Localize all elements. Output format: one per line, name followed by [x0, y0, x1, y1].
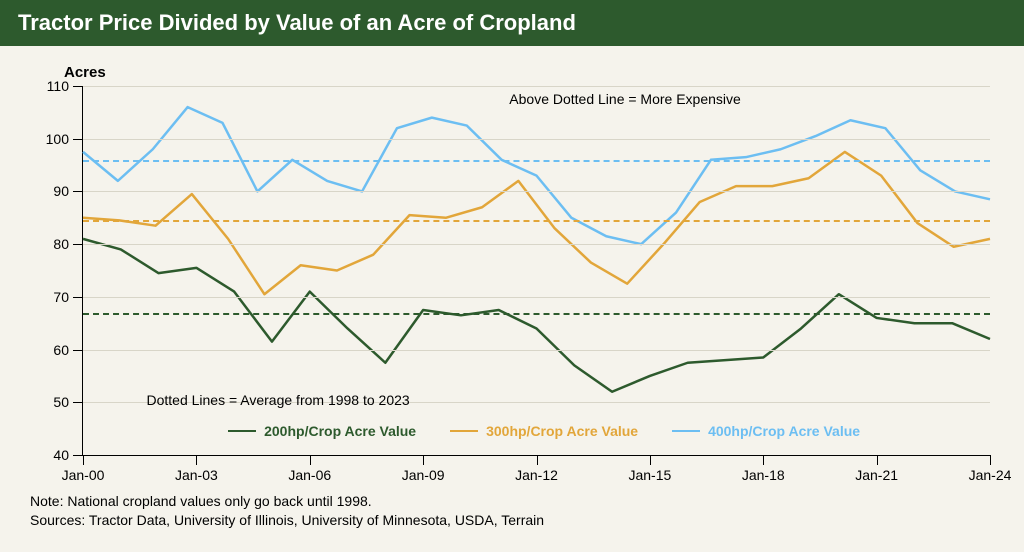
x-tick — [763, 455, 764, 465]
x-tick-label: Jan-24 — [969, 467, 1012, 483]
y-tick — [73, 350, 83, 351]
y-tick-label: 70 — [53, 289, 69, 305]
gridline — [83, 191, 990, 192]
y-tick — [73, 86, 83, 87]
gridline — [83, 350, 990, 351]
y-tick-label: 50 — [53, 394, 69, 410]
legend-label: 400hp/Crop Acre Value — [708, 423, 860, 439]
x-tick — [423, 455, 424, 465]
series-line-s200 — [83, 239, 990, 392]
legend-item-s300: 300hp/Crop Acre Value — [450, 423, 638, 439]
x-tick-label: Jan-09 — [402, 467, 445, 483]
y-tick-label: 110 — [47, 78, 69, 94]
y-tick — [73, 244, 83, 245]
x-tick-label: Jan-18 — [742, 467, 785, 483]
footer: Note: National cropland values only go b… — [30, 492, 994, 530]
legend: 200hp/Crop Acre Value 300hp/Crop Acre Val… — [228, 423, 860, 439]
x-tick — [650, 455, 651, 465]
x-tick — [537, 455, 538, 465]
x-tick — [83, 455, 84, 465]
footer-note: Note: National cropland values only go b… — [30, 492, 994, 511]
x-tick — [877, 455, 878, 465]
plot-region: 405060708090100110Jan-00Jan-03Jan-06Jan-… — [82, 86, 990, 456]
reference-line — [83, 313, 990, 315]
legend-swatch — [672, 430, 700, 432]
footer-sources: Sources: Tractor Data, University of Ill… — [30, 511, 994, 530]
page-title: Tractor Price Divided by Value of an Acr… — [0, 0, 1024, 46]
gridline — [83, 244, 990, 245]
y-tick-label: 40 — [53, 447, 69, 463]
chart-area: Acres 405060708090100110Jan-00Jan-03Jan-… — [24, 64, 1000, 484]
reference-line — [83, 220, 990, 222]
gridline — [83, 139, 990, 140]
legend-item-s400: 400hp/Crop Acre Value — [672, 423, 860, 439]
y-tick — [73, 455, 83, 456]
title-text: Tractor Price Divided by Value of an Acr… — [18, 10, 576, 35]
y-tick-label: 60 — [53, 342, 69, 358]
y-tick — [73, 402, 83, 403]
y-tick — [73, 191, 83, 192]
annotation-bottom: Dotted Lines = Average from 1998 to 2023 — [146, 392, 409, 408]
legend-label: 300hp/Crop Acre Value — [486, 423, 638, 439]
y-axis-title: Acres — [64, 64, 106, 81]
x-tick-label: Jan-06 — [288, 467, 331, 483]
y-tick-label: 90 — [53, 183, 69, 199]
x-tick-label: Jan-15 — [628, 467, 671, 483]
gridline — [83, 86, 990, 87]
y-tick-label: 80 — [53, 236, 69, 252]
annotation-top: Above Dotted Line = More Expensive — [509, 91, 741, 107]
series-line-s400 — [83, 107, 990, 244]
legend-label: 200hp/Crop Acre Value — [264, 423, 416, 439]
x-tick — [990, 455, 991, 465]
x-tick-label: Jan-00 — [62, 467, 105, 483]
y-tick — [73, 297, 83, 298]
x-tick-label: Jan-12 — [515, 467, 558, 483]
x-tick — [310, 455, 311, 465]
legend-swatch — [450, 430, 478, 432]
gridline — [83, 297, 990, 298]
legend-swatch — [228, 430, 256, 432]
x-tick — [196, 455, 197, 465]
legend-item-s200: 200hp/Crop Acre Value — [228, 423, 416, 439]
series-line-s300 — [83, 152, 990, 294]
x-tick-label: Jan-03 — [175, 467, 218, 483]
y-tick — [73, 139, 83, 140]
x-tick-label: Jan-21 — [855, 467, 898, 483]
y-tick-label: 100 — [46, 131, 69, 147]
reference-line — [83, 160, 990, 162]
